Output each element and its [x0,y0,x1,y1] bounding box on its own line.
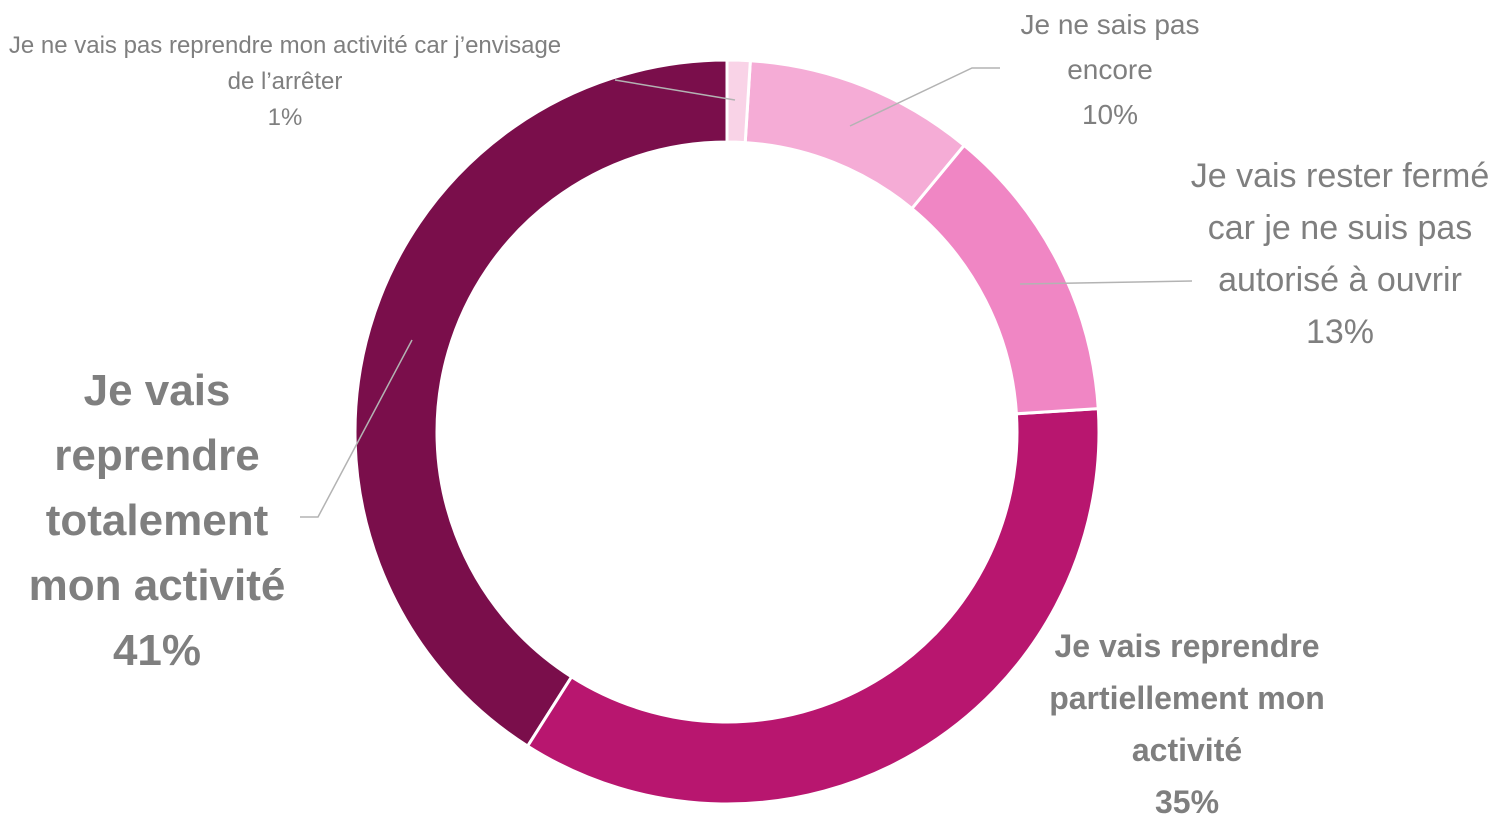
category-label: Je vais reprendre totalement mon activit… [28,366,286,610]
value-label: 1% [267,104,303,131]
donut-slice [909,143,1100,416]
value-label: 13% [1305,313,1375,351]
category-label: Je ne sais pas encore [1020,9,1200,85]
leader-lines [300,67,1193,518]
slice-label: Je vais reprendre totalement mon activit… [7,358,307,683]
value-label: 10% [1081,99,1139,130]
category-label: Je vais rester fermé car je ne suis pas … [1190,157,1490,299]
slice-label: Je ne sais pas encore 10% [1000,2,1220,137]
slice-label: Je vais reprendre partiellement mon acti… [1022,620,1352,817]
category-label: Je ne vais pas reprendre mon activité ca… [8,32,562,95]
category-label: Je vais reprendre partiellement mon acti… [1049,628,1325,768]
donut-slice [525,407,1101,806]
donut-slice [743,59,967,211]
slice-label: Je vais rester fermé car je ne suis pas … [1190,150,1490,358]
leader-line [614,79,736,101]
leader-line [1019,280,1193,285]
value-label: 35% [1154,784,1220,817]
leader-line [300,339,413,518]
donut-slice [725,58,752,145]
value-label: 41% [112,626,202,675]
leader-line [849,67,1000,127]
slice-label: Je ne vais pas reprendre mon activité ca… [5,28,565,136]
donut-slice [353,58,729,749]
